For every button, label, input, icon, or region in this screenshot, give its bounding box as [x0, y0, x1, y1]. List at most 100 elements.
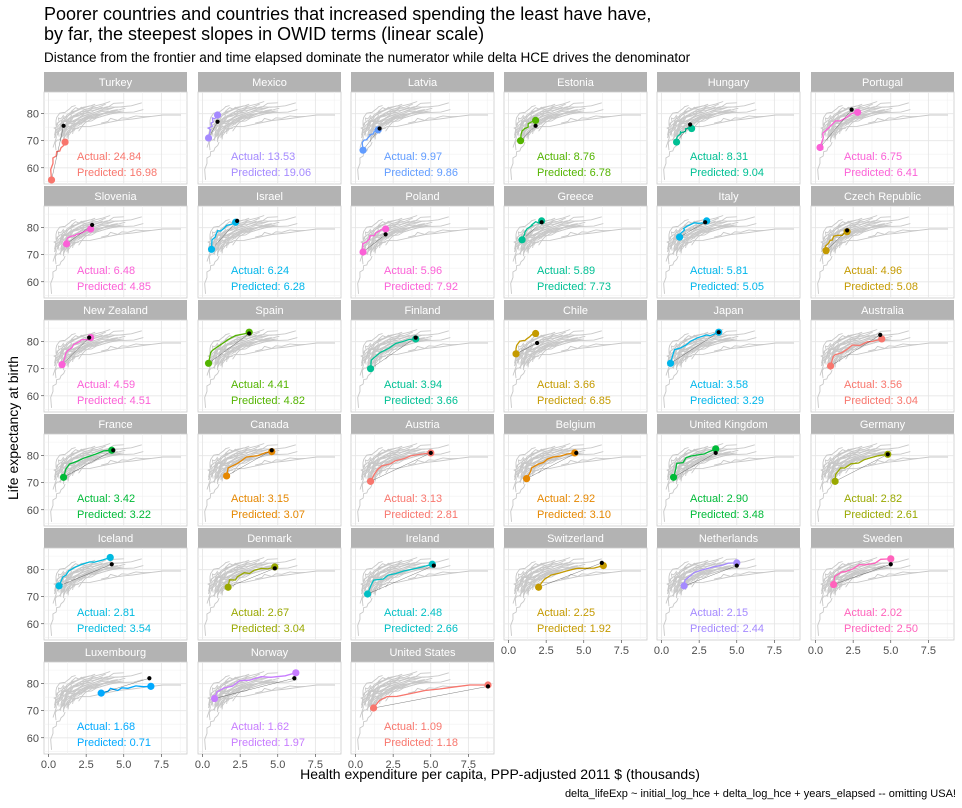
facet-panel: Portugal Actual: 6.75 Predicted: 6.41	[810, 72, 955, 185]
facet-strip	[44, 642, 187, 662]
predicted-label: Predicted: 4.85	[77, 281, 151, 293]
predicted-point	[845, 228, 850, 233]
background-trajectory	[515, 561, 536, 582]
country-trajectory	[227, 566, 275, 588]
country-trajectory	[672, 448, 716, 478]
background-trajectory	[520, 102, 602, 129]
predicted-point	[599, 560, 604, 565]
background-trajectory	[673, 102, 755, 129]
background-trajectory	[510, 369, 526, 408]
facet-strip-label: Ireland	[406, 533, 440, 545]
background-trajectory	[55, 105, 76, 126]
x-tick-label: 5.0	[116, 759, 131, 771]
background-trajectory	[521, 448, 542, 468]
background-trajectory	[408, 115, 458, 124]
predicted-segment	[367, 565, 434, 595]
facet-strip-label: Latvia	[408, 77, 438, 89]
background-trajectory	[373, 570, 488, 595]
background-trajectory	[515, 219, 536, 240]
facet-strip-label: Belgium	[556, 419, 596, 431]
facet-strip-label: Australia	[861, 305, 905, 317]
background-trajectory	[214, 106, 257, 136]
end-point	[213, 111, 222, 119]
background-trajectory	[367, 221, 433, 253]
country-trajectory	[521, 220, 543, 241]
x-tick-label: 5.0	[883, 645, 898, 657]
background-trajectory	[671, 443, 724, 473]
background-trajectory	[533, 224, 581, 246]
predicted-point	[147, 676, 152, 681]
facet-strip-label: Netherlands	[699, 533, 759, 545]
background-trajectory	[510, 141, 526, 180]
background-trajectory	[373, 114, 488, 139]
predicted-point	[716, 330, 721, 335]
background-trajectory	[377, 448, 431, 472]
country-trajectory	[225, 450, 272, 477]
background-trajectory	[368, 220, 389, 240]
predicted-label: Predicted: 2.61	[844, 509, 918, 521]
background-trajectory	[510, 597, 526, 636]
facet-strip	[44, 186, 187, 206]
background-trajectory	[671, 101, 724, 131]
y-tick-label: 80	[27, 337, 39, 349]
background-trajectory	[61, 334, 82, 354]
background-trajectory	[827, 216, 909, 243]
facet-panel: Norway Actual: 1.62 Predicted: 1.97 0.0 2.5 5…	[195, 642, 342, 771]
end-point	[87, 225, 95, 233]
actual-label: Actual: 6.75	[844, 151, 902, 163]
background-trajectory	[679, 228, 794, 253]
background-trajectory	[385, 679, 451, 702]
background-trajectory	[663, 141, 679, 180]
background-trajectory	[822, 447, 843, 468]
x-tick-label: 2.5	[385, 759, 400, 771]
background-trajectory	[367, 107, 433, 139]
background-trajectory	[518, 557, 571, 587]
facet-strip	[657, 300, 800, 320]
background-trajectory	[215, 448, 236, 468]
predicted-label: Predicted: 6.28	[231, 281, 305, 293]
background-trajectory	[227, 224, 275, 246]
start-point	[822, 247, 830, 255]
background-trajectory	[385, 109, 451, 132]
background-trajectory	[214, 677, 280, 709]
background-trajectory	[73, 452, 121, 474]
country-trajectory	[678, 220, 708, 238]
predicted-label: Predicted: 6.78	[537, 167, 611, 179]
predicted-segment	[61, 337, 90, 365]
background-trajectory	[533, 338, 581, 360]
facet-panel: New Zealand Actual: 4.59 Predicted: 4.51 60…	[27, 300, 188, 413]
predicted-segment	[526, 452, 577, 479]
end-point	[532, 116, 540, 125]
actual-label: Actual: 2.15	[690, 607, 748, 619]
background-trajectory	[362, 219, 383, 240]
facet-panel: Netherlands Actual: 2.15 Predicted: 2.44 0.…	[654, 528, 801, 657]
facet-strip-label: Germany	[860, 419, 906, 431]
predicted-label: Predicted: 0.71	[77, 737, 151, 749]
background-trajectory	[526, 228, 641, 253]
end-point	[292, 669, 300, 677]
background-trajectory	[60, 444, 142, 471]
background-trajectory	[215, 220, 236, 240]
background-trajectory	[668, 561, 689, 582]
facet-strip-label: Czech Republic	[844, 191, 922, 203]
x-tick-label: 0.0	[348, 759, 363, 771]
actual-label: Actual: 4.59	[77, 379, 135, 391]
y-tick-label: 70	[27, 592, 39, 604]
background-trajectory	[377, 334, 431, 358]
facet-panel: Sweden Actual: 2.02 Predicted: 2.50 0.0 2.5 5…	[808, 528, 955, 657]
background-trajectory	[212, 671, 265, 701]
background-trajectory	[255, 571, 305, 580]
background-trajectory	[365, 557, 418, 587]
predicted-label: Predicted: 2.50	[844, 623, 918, 635]
country-trajectory	[675, 127, 692, 143]
facet-strip	[657, 72, 800, 92]
y-tick-label: 80	[27, 451, 39, 463]
country-trajectory	[362, 228, 386, 253]
background-trajectory	[58, 671, 111, 701]
background-trajectory	[520, 444, 602, 471]
start-point	[224, 583, 232, 591]
x-tick-label: 5.0	[270, 759, 285, 771]
start-point	[666, 359, 675, 367]
background-trajectory	[845, 337, 911, 360]
